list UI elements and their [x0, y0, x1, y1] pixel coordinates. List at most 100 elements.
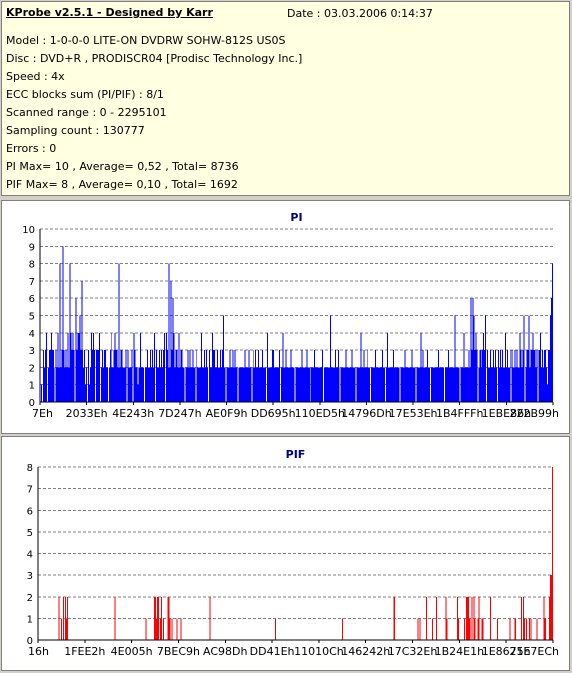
info-ecc-sum: ECC blocks sum (PI/PIF) : 8/1: [6, 88, 164, 101]
pi-bar: [411, 350, 413, 402]
pi-y-tick-label: 10: [22, 225, 35, 236]
pi-bar: [203, 367, 205, 402]
pif-bar: [58, 596, 60, 640]
pi-bar: [428, 367, 430, 402]
pif-bar: [60, 618, 62, 641]
pi-bar: [491, 367, 493, 402]
pi-bar: [509, 350, 511, 402]
pi-bar: [341, 367, 343, 402]
pi-bar: [544, 350, 546, 402]
pif-bar: [62, 596, 64, 640]
pi-bar: [162, 350, 164, 402]
pif-bar: [524, 618, 526, 641]
pi-bar: [312, 367, 314, 402]
pi-bar: [128, 367, 130, 402]
pi-bar: [352, 367, 354, 402]
pi-bar: [267, 332, 268, 402]
pi-bar: [257, 367, 259, 402]
pi-bar: [368, 367, 370, 402]
pi-bar: [169, 367, 171, 402]
pi-bar: [456, 367, 458, 402]
pi-bar: [365, 367, 367, 402]
pi-bar: [173, 332, 175, 402]
pi-x-tick-label: 1B4FFFh: [436, 407, 484, 420]
pi-bar: [303, 367, 305, 402]
pi-bar: [217, 367, 219, 402]
pi-bar: [545, 350, 547, 402]
pi-bar: [453, 367, 455, 402]
pi-bar: [268, 367, 270, 402]
pi-bar: [392, 350, 394, 402]
pi-bar: [383, 367, 385, 402]
pif-x-tick-label: 16h: [28, 645, 49, 658]
pif-y-tick-label: 1: [27, 614, 33, 625]
pi-bar: [256, 367, 258, 402]
pi-bar: [273, 367, 275, 402]
pif-bar: [153, 596, 155, 640]
pi-bar: [376, 367, 378, 402]
pif-bar: [171, 618, 173, 641]
pi-bar: [298, 367, 300, 402]
pif-x-tick-label: 146242h: [341, 645, 390, 658]
pi-bar: [480, 350, 482, 402]
pi-bar: [210, 367, 211, 402]
pi-bar: [205, 367, 207, 402]
pif-bar: [161, 596, 163, 640]
pi-bar: [351, 350, 353, 402]
pi-bar: [223, 367, 225, 402]
pi-bar: [460, 367, 462, 402]
pi-bar: [292, 367, 294, 402]
pi-bar: [160, 350, 162, 402]
pi-bar: [327, 367, 329, 402]
pi-bar: [462, 367, 464, 402]
pi-bar: [331, 367, 333, 402]
pi-bar: [531, 350, 533, 402]
pi-bar: [201, 332, 203, 402]
pi-bar: [548, 350, 550, 402]
pi-bar: [68, 367, 70, 402]
pi-bar: [465, 367, 467, 402]
pi-bar: [490, 350, 492, 402]
pi-bar: [260, 367, 262, 402]
pi-bar: [140, 332, 142, 402]
pi-bar: [241, 367, 243, 402]
pi-bar: [414, 367, 416, 402]
pi-bar: [224, 367, 226, 402]
pi-bar: [308, 367, 310, 402]
pif-bar: [467, 596, 469, 640]
pi-bar: [209, 350, 211, 402]
pi-bar: [58, 367, 60, 402]
pi-bar: [70, 332, 72, 402]
pi-bar: [440, 367, 442, 402]
pif-bar: [473, 596, 475, 640]
pi-bar: [378, 367, 380, 402]
pif-bar: [417, 618, 419, 641]
pi-bar: [52, 350, 54, 402]
pi-bar: [527, 350, 529, 402]
pi-bar: [371, 367, 373, 402]
pi-bar: [457, 367, 459, 402]
pif-bar: [464, 618, 466, 641]
pi-bar: [143, 367, 145, 402]
pi-bar: [386, 332, 388, 402]
pi-bar: [222, 315, 224, 402]
pi-bar: [329, 315, 331, 402]
pi-x-tick-label: 7Eh: [32, 407, 53, 420]
pi-bar: [120, 350, 122, 402]
pi-bar: [258, 350, 260, 402]
pi-bar: [479, 350, 481, 402]
pi-bar: [254, 367, 256, 402]
pif-bar: [145, 618, 147, 641]
pi-x-tick-label: 1EBE86h: [482, 407, 531, 420]
pi-bar: [367, 350, 369, 402]
pi-bar: [550, 315, 552, 402]
pi-bar: [59, 263, 61, 402]
pi-bar: [311, 367, 313, 402]
pi-bar: [261, 367, 263, 402]
pi-bar: [318, 367, 320, 402]
pi-bar: [500, 367, 502, 402]
pi-bar: [538, 350, 540, 402]
pi-bar: [374, 367, 376, 402]
pi-bar: [328, 367, 330, 402]
pi-bar: [481, 367, 483, 402]
